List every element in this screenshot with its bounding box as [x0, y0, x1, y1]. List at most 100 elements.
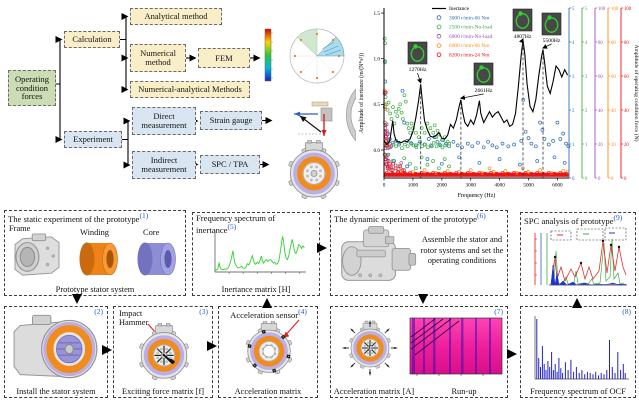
mode-shape-inset — [541, 12, 562, 36]
peak-frequency-label: 4807Hz — [514, 34, 532, 40]
flow-box-spc-tpa: SPC / TPA — [200, 155, 260, 174]
flow-box-numerical-analytical: Numerical-analytical Methods — [130, 81, 250, 98]
legend-circle-marker — [436, 33, 442, 39]
panel1-number: (1) — [139, 211, 149, 220]
right-axis-tick-label: 0 — [624, 177, 627, 182]
flowchart-connectors — [55, 13, 273, 169]
stator-installed-image — [10, 313, 104, 386]
flow-box-fem: FEM — [198, 48, 250, 68]
impact-hammer-label-2: Hammer — [119, 318, 149, 328]
frame-label: Frame — [9, 224, 31, 233]
right-axis-tick-label: 2 — [572, 109, 575, 114]
right-axis-tick-label: 0 — [611, 177, 614, 182]
legend-label: 8200 r/min-24 Nm — [449, 53, 490, 59]
flow-box-calculation: Calculation — [64, 31, 120, 48]
inertance-curve — [383, 40, 569, 146]
right-axis-tick-label: 0 — [572, 177, 575, 182]
flow-box-analytical-method: Analytical method — [130, 8, 222, 25]
acceleration-matrix-motor-image: F — [335, 313, 405, 384]
red-series-band — [384, 172, 569, 177]
exciting-force-motor-image — [133, 322, 195, 388]
panel6-title: The dynamic experiment of the prototype — [334, 213, 477, 224]
x-tick-label: 5000 — [523, 183, 534, 189]
right-axis-tick-label: 20 — [611, 143, 616, 148]
strain-gauge-diagram — [294, 88, 356, 142]
right-axis-tick-label: 1 — [572, 143, 575, 148]
peak-leader-arrow — [519, 37, 524, 44]
panel-inertance-spectrum: Frequency spectrum of inertance(5) Inert… — [192, 212, 320, 296]
y-tick-label: 1.0 — [374, 57, 381, 63]
y-tick-label: 1.5 — [374, 11, 381, 17]
panel-runup: (7) F A — [330, 306, 508, 398]
peak-frequency-label: 2661Hz — [475, 88, 493, 94]
panel1-caption: Prototype stator system — [55, 285, 135, 294]
y-tick-label: 0.0 — [374, 148, 381, 154]
panel1-title: The static experiment of the prototype — [8, 213, 140, 224]
y-axis-label: Amplitude of inertance (m/(N*s²)) — [358, 53, 365, 133]
x-tick-label: 4000 — [494, 183, 505, 189]
mode-shape-inset — [473, 62, 494, 86]
panel9-number: (9) — [613, 213, 623, 222]
x-tick-label: 1000 — [408, 183, 419, 189]
right-axis-tick-label: 100 — [611, 7, 619, 12]
scatter-series-1 — [382, 36, 452, 171]
flow-box-strain-gauge: Strain gauge — [200, 111, 262, 130]
right-axis-tick-label: 80 — [611, 41, 616, 46]
process-diagram: The static experiment of the prototype(1… — [0, 204, 639, 402]
right-axis-tick-label: 2 — [585, 109, 588, 114]
panel-dynamic-experiment: The dynamic experiment of the prototype(… — [330, 210, 508, 296]
right-axis-tick-label: 20 — [624, 143, 629, 148]
panel6-number: (6) — [476, 211, 486, 220]
scatter-series-4 — [383, 90, 568, 176]
inertance-chart: 1270Hz 2661Hz 4807Hz 5500Hz 0 1000 2000 3000 400… — [356, 0, 639, 204]
flow-box-experiment: Experiment — [64, 131, 122, 148]
methods-flowchart: Operating condition forces Calculation A… — [0, 0, 356, 204]
right-axis-tick-label: 5 — [572, 7, 575, 12]
spc-mini-chart — [534, 227, 627, 286]
panel-acceleration-sensor: Acceleration sensor(4) Acceleration matr… — [218, 306, 318, 398]
x-tick-label: 6000 — [552, 183, 563, 189]
ocf-spectrum-mini-chart — [527, 313, 631, 392]
x-axis-label: Frequency (Hz) — [458, 192, 496, 199]
legend-label: 6000 r/min-66 Nm — [449, 43, 490, 49]
legend-circle-marker — [436, 43, 442, 48]
panel-ocf-spectrum: (8) Frequency spectrum of OCF — [520, 306, 636, 398]
panel-install-stator: (2) Install the stator system — [4, 306, 108, 398]
panel7-caption-left: Acceleration matrix [A] — [333, 387, 415, 396]
legend-label: 3000 r/min-66 Nm — [449, 15, 490, 21]
acceleration-sensor-motor-image — [241, 320, 297, 382]
right-axis-tick-label: 60 — [598, 75, 603, 80]
right-axis-tick-label: 0 — [598, 177, 601, 182]
inertance-spectrum-mini-chart — [205, 226, 309, 287]
mode-shape-inset — [407, 41, 428, 65]
right-axis-tick-label: 80 — [598, 41, 603, 46]
flow-box-indirect-measurement: Indirect measurement — [132, 151, 196, 179]
panel3-number: (3) — [199, 307, 208, 316]
flow-box-numerical-method: Numerical method — [130, 44, 186, 72]
panel7-caption-right: Run-up — [451, 387, 477, 396]
assembled-motor-image — [335, 225, 419, 292]
right-axis-tick-label: 0 — [585, 177, 588, 182]
legend-label: 6000 r/min-No-load — [449, 34, 493, 40]
right-axis-tick-label: 60 — [624, 75, 629, 80]
panel-static-experiment: The static experiment of the prototype(1… — [4, 210, 186, 296]
panel4-caption: Acceleration matrix — [234, 387, 302, 396]
right-axis-tick-label: 3 — [585, 75, 588, 80]
panel5-number: (5) — [227, 222, 237, 232]
peak-frequency-label: 5500Hz — [543, 38, 561, 44]
panel2-caption: Install the stator system — [16, 387, 96, 396]
panel8-caption: Frequency spectrum of OCF — [530, 387, 626, 396]
peak-leader-arrow — [542, 43, 552, 49]
legend-circle-marker — [436, 52, 442, 58]
winding-label: Winding — [80, 228, 109, 237]
motor-cross-section-image — [276, 139, 352, 207]
right-y-axis-label: Amplitude of operating condition force (… — [633, 44, 639, 141]
right-axis-tick-label: 100 — [624, 7, 632, 12]
legend-label: 2500 r/min-No-load — [449, 25, 493, 31]
panel7-number: (7) — [494, 307, 503, 316]
right-axis-tick-label: 5 — [585, 7, 588, 12]
core-image — [135, 239, 183, 284]
panel9-title: SPC analysis of prototype — [524, 215, 614, 226]
